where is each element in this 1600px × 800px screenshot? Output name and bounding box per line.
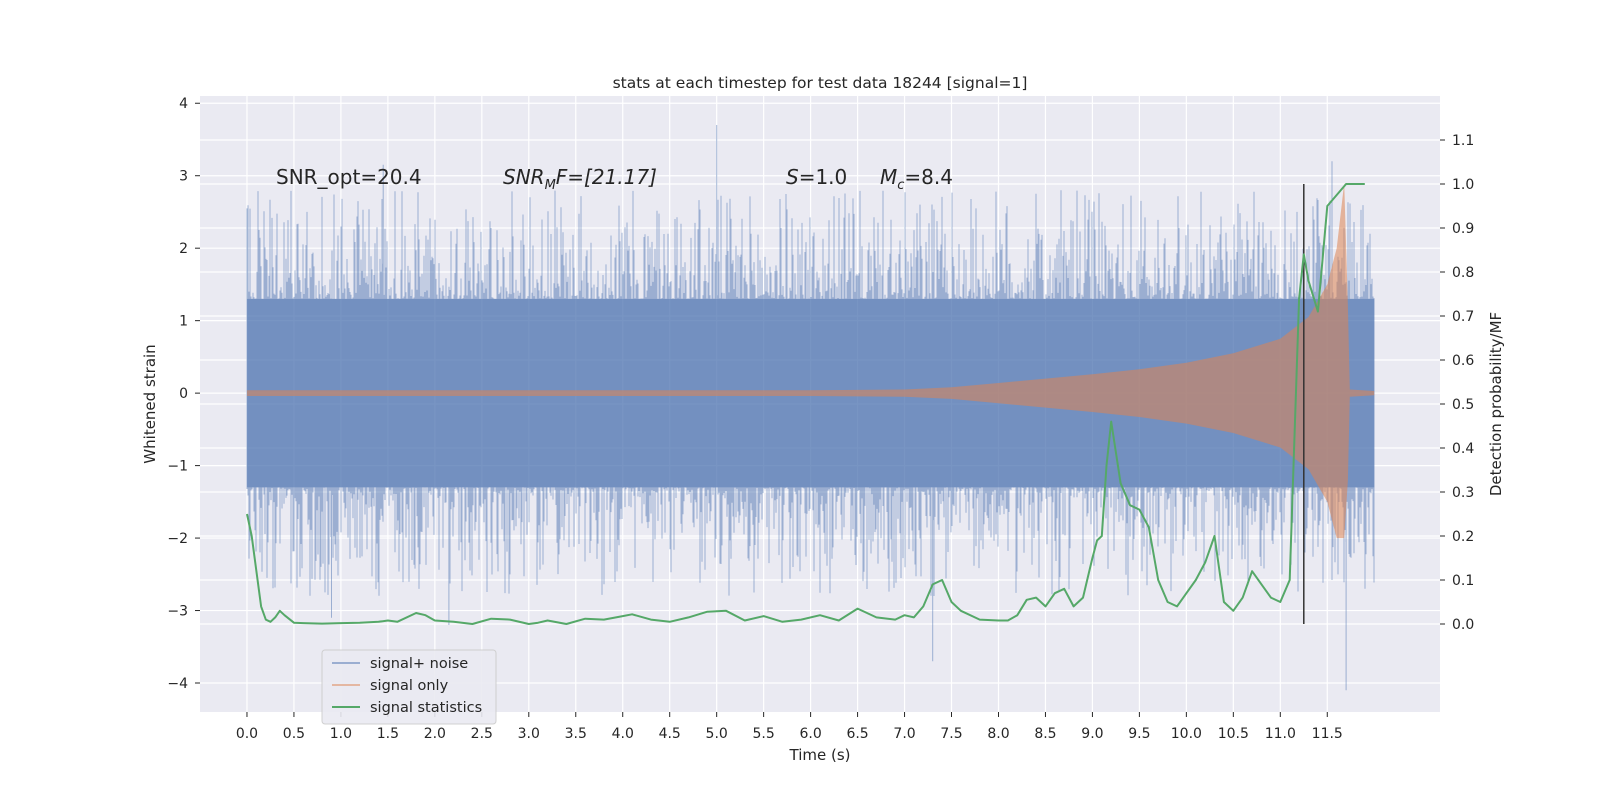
y-right-tick-label: 0.6 — [1452, 353, 1474, 369]
x-tick-label: 6.5 — [846, 726, 868, 742]
x-tick-label: 11.5 — [1312, 726, 1343, 742]
signal-statistics-line — [246, 183, 1365, 625]
y-tick-label: 4 — [179, 96, 188, 112]
y-right-tick-label: 0.2 — [1452, 529, 1474, 545]
y-right-tick-label: 0.0 — [1452, 617, 1474, 633]
y-right-tick-label: 0.3 — [1452, 485, 1474, 501]
x-tick-label: 2.0 — [424, 726, 446, 742]
x-tick-label: 1.0 — [330, 726, 352, 742]
legend-box — [321, 649, 497, 725]
legend-label-signal-only: signal only — [370, 678, 449, 694]
y-tick-label: −1 — [167, 459, 188, 475]
signal-statistics-series — [246, 183, 1365, 625]
x-axis-ticks: 0.0 0.5 1.0 1.5 2.0 2.5 3.0 3.5 4.0 4.5 5.0 5.5 6.0 6… — [236, 712, 1343, 742]
annotation-snr-opt: SNR_opt=20.4 — [276, 165, 422, 189]
y-tick-label: 2 — [179, 241, 188, 257]
x-tick-label: 7.0 — [893, 726, 915, 742]
x-tick-label: 2.5 — [471, 726, 493, 742]
x-tick-label: 5.5 — [753, 726, 775, 742]
y-tick-label: 3 — [179, 169, 188, 185]
x-tick-label: 8.0 — [987, 726, 1009, 742]
y-tick-label: 0 — [179, 386, 188, 402]
y-tick-label: −2 — [167, 531, 188, 547]
annotation-snr-mf: SNRMF=[21.17] — [503, 165, 657, 193]
y-right-tick-label: 0.9 — [1452, 221, 1474, 237]
y-axis-label: Whitened strain — [141, 344, 159, 463]
y-right-tick-label: 0.5 — [1452, 397, 1474, 413]
x-tick-label: 4.0 — [612, 726, 634, 742]
x-tick-label: 4.5 — [659, 726, 681, 742]
x-tick-label: 10.5 — [1218, 726, 1249, 742]
x-tick-label: 9.5 — [1128, 726, 1150, 742]
x-tick-label: 0.0 — [236, 726, 258, 742]
chart-title: stats at each timestep for test data 182… — [613, 74, 1028, 92]
x-tick-label: 6.0 — [799, 726, 821, 742]
x-tick-label: 5.0 — [706, 726, 728, 742]
y-right-axis-ticks: 0.0 0.1 0.2 0.3 0.4 0.5 0.6 0.7 0.8 0.9 1.0 1.1 — [1440, 133, 1474, 633]
legend-label-signal-plus-noise: signal+ noise — [370, 656, 468, 672]
annotation-s: S=1.0 — [786, 165, 847, 189]
annotation-mc: Mc=8.4 — [880, 165, 953, 193]
x-tick-label: 7.5 — [940, 726, 962, 742]
y-right-tick-label: 0.4 — [1452, 441, 1474, 457]
y-right-tick-label: 0.1 — [1452, 573, 1474, 589]
y-tick-label: 1 — [179, 314, 188, 330]
annotation-row: SNR_opt=20.4 SNRMF=[21.17] S=1.0 Mc=8.4 — [276, 165, 953, 193]
x-tick-label: 1.5 — [377, 726, 399, 742]
y-axis-ticks: −4 −3 −2 −1 0 1 2 3 4 — [167, 96, 200, 692]
legend-label-signal-statistics: signal statistics — [370, 700, 482, 716]
x-tick-label: 0.5 — [283, 726, 305, 742]
y-right-tick-label: 0.8 — [1452, 265, 1474, 281]
x-tick-label: 10.0 — [1171, 726, 1202, 742]
y-right-axis-label: Detection probability/MF — [1487, 312, 1505, 496]
x-tick-label: 9.0 — [1081, 726, 1103, 742]
x-tick-label: 8.5 — [1034, 726, 1056, 742]
x-tick-label: 3.5 — [565, 726, 587, 742]
y-right-tick-label: 0.7 — [1452, 309, 1474, 325]
x-tick-label: 3.0 — [518, 726, 540, 742]
y-right-tick-label: 1.0 — [1452, 177, 1474, 193]
x-axis-label: Time (s) — [789, 746, 851, 764]
x-tick-label: 11.0 — [1265, 726, 1296, 742]
y-right-tick-label: 1.1 — [1452, 133, 1474, 149]
legend: signal+ noise signal only signal statist… — [321, 649, 497, 725]
y-tick-label: −4 — [167, 676, 188, 692]
y-tick-label: −3 — [167, 604, 188, 620]
